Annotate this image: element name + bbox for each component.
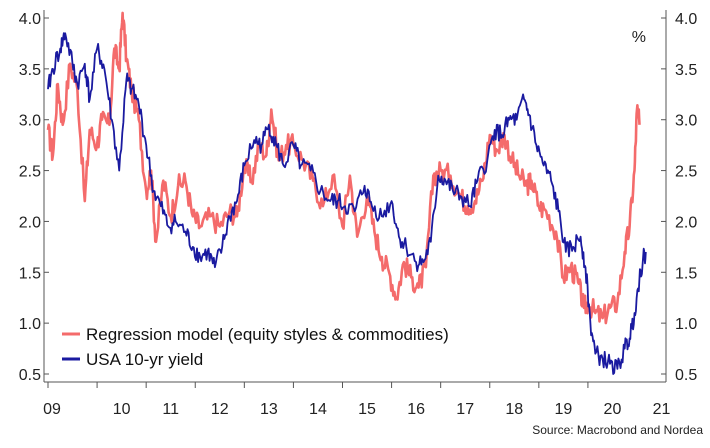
x-tick-label: 10 — [113, 401, 131, 418]
right-y-ticks: 0.5 1.0 1.5 2.0 2.5 3.0 3.5 4.0 — [661, 11, 697, 384]
left-tick-label: 3.0 — [19, 113, 41, 130]
x-tick-label: 14 — [309, 401, 327, 418]
series-line-regression — [46, 11, 641, 325]
x-tick-label: 20 — [604, 401, 622, 418]
legend: Regression model (equity styles & commod… — [62, 325, 449, 369]
left-tick-label: 2.0 — [19, 214, 41, 231]
x-tick-label: 16 — [407, 401, 425, 418]
right-tick-label: 3.5 — [675, 62, 697, 79]
x-tick-label: 13 — [260, 401, 278, 418]
right-tick-label: 2.5 — [675, 164, 697, 181]
right-tick-label: 0.5 — [675, 367, 697, 384]
x-ticks: 09 10 11 12 13 14 15 16 17 18 19 20 21 — [43, 382, 671, 418]
plot-area: 0.5 1.0 1.5 2.0 2.5 3.0 3.5 4.0 0.5 1.0 1.5 2.0 2.5… — [19, 10, 697, 418]
left-tick-label: 1.0 — [19, 316, 41, 333]
left-tick-label: 3.5 — [19, 62, 41, 79]
x-tick-label: 17 — [456, 401, 474, 418]
x-tick-label: 12 — [211, 401, 229, 418]
x-tick-label: 18 — [505, 401, 523, 418]
left-tick-label: 1.5 — [19, 265, 41, 282]
left-tick-label: 0.5 — [19, 367, 41, 384]
left-tick-label: 2.5 — [19, 164, 41, 181]
series-line-yield — [47, 32, 647, 375]
x-tick-label: 11 — [162, 401, 179, 418]
source-note: Source: Macrobond and Nordea — [532, 423, 703, 437]
x-tick-label: 09 — [43, 401, 61, 418]
right-tick-label: 1.0 — [675, 316, 697, 333]
legend-label-yield: USA 10-yr yield — [86, 350, 203, 369]
x-tick-label: 19 — [554, 401, 572, 418]
unit-label: % — [632, 29, 646, 46]
right-tick-label: 2.0 — [675, 214, 697, 231]
right-tick-label: 1.5 — [675, 265, 697, 282]
right-tick-label: 4.0 — [675, 11, 697, 28]
left-tick-label: 4.0 — [19, 11, 41, 28]
x-tick-label: 15 — [358, 401, 376, 418]
right-tick-label: 3.0 — [675, 113, 697, 130]
left-y-ticks: 0.5 1.0 1.5 2.0 2.5 3.0 3.5 4.0 — [19, 11, 49, 384]
x-tick-label: 21 — [653, 401, 671, 418]
legend-label-regression: Regression model (equity styles & commod… — [86, 325, 449, 344]
